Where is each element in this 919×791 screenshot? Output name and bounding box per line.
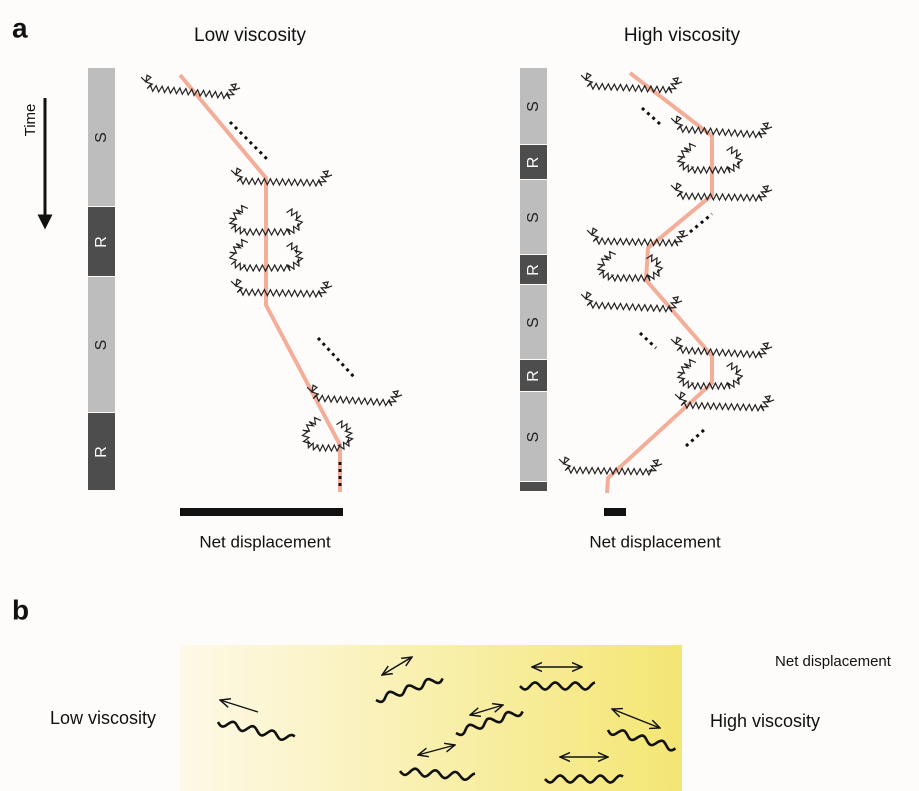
bacterium	[559, 457, 662, 475]
bacterium	[678, 360, 743, 389]
bacterium	[671, 116, 772, 138]
state-label: S	[93, 340, 110, 351]
panel-label: a	[12, 12, 28, 43]
bacterium	[671, 183, 772, 201]
state-label: R	[525, 157, 542, 169]
footer: Net displacement	[199, 532, 331, 551]
bacterium	[231, 168, 332, 186]
bacterium	[587, 228, 688, 246]
state-label: R	[525, 264, 542, 276]
bacterium	[675, 392, 774, 411]
panel-title: High viscosity	[624, 25, 741, 46]
state-label: R	[93, 446, 110, 458]
footer: Net displacement	[589, 532, 721, 551]
bacterium	[678, 144, 743, 173]
header: Net displacement	[775, 653, 892, 670]
bacterium	[598, 252, 663, 281]
state-label: S	[525, 317, 542, 328]
displacement-bar	[180, 508, 343, 516]
trajectory	[180, 75, 340, 492]
state-label: S	[525, 432, 542, 443]
viscosity-gradient	[180, 645, 682, 791]
dotted-path	[230, 108, 712, 490]
state-label: S	[93, 132, 110, 143]
bacterium	[231, 279, 332, 297]
bacterium	[307, 385, 402, 406]
state-label: R	[93, 236, 110, 248]
side-label: Low viscosity	[50, 708, 156, 728]
figure: a Low viscosity High viscosity Time Net …	[0, 0, 919, 791]
trajectory	[607, 73, 712, 493]
state-label: S	[525, 212, 542, 223]
time-label: Time	[22, 104, 39, 137]
panel-title: Low viscosity	[194, 25, 306, 46]
side-label: High viscosity	[710, 711, 820, 731]
state-label: R	[525, 370, 542, 382]
state-label: S	[525, 101, 542, 112]
panel-label: b	[12, 594, 29, 625]
bacterium	[671, 337, 772, 358]
state-segment	[520, 482, 547, 491]
displacement-bar	[604, 508, 626, 516]
